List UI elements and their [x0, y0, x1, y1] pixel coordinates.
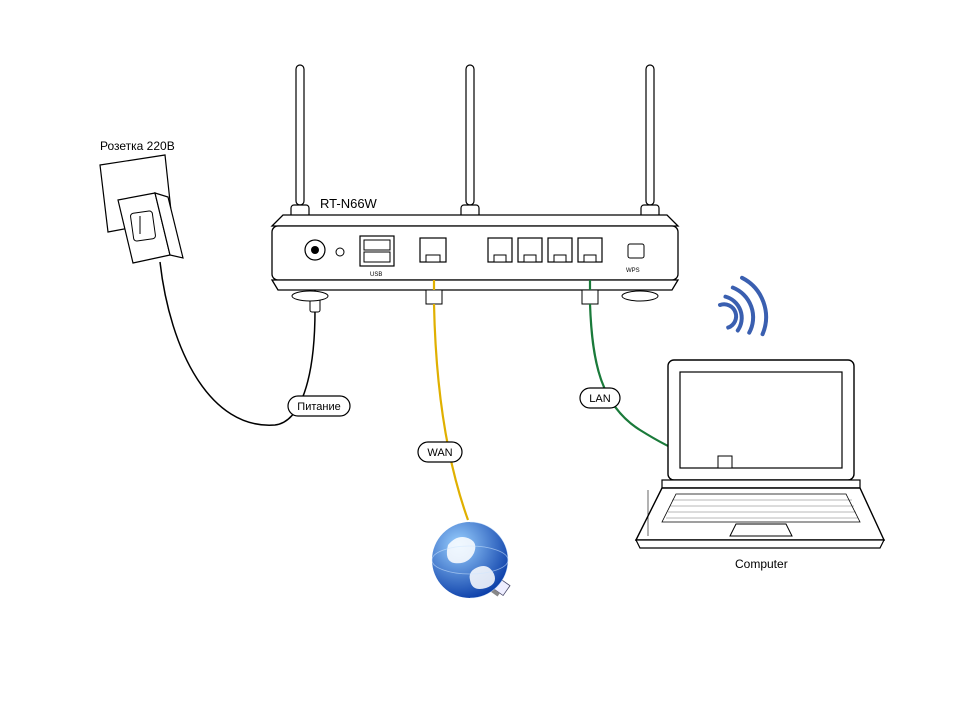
svg-text:LAN: LAN	[589, 393, 610, 405]
lan-plug-icon	[718, 456, 732, 468]
lan-port	[548, 238, 572, 262]
lan-port	[518, 238, 542, 262]
usb-port-label: USB	[370, 272, 382, 278]
router-model-label: RT-N66W	[320, 196, 378, 211]
power-pill-label: Питание	[288, 396, 350, 416]
wall-outlet-icon: Розетка 220В	[100, 139, 183, 263]
outlet-label: Розетка 220В	[100, 139, 175, 153]
antenna-icon	[641, 65, 659, 219]
lan-port	[488, 238, 512, 262]
svg-text:WAN: WAN	[427, 447, 452, 459]
antenna-icon	[291, 65, 309, 219]
globe-icon	[432, 522, 508, 598]
wan-port	[420, 238, 446, 262]
laptop-icon: Computer	[636, 360, 884, 571]
wps-label: WPS	[626, 268, 640, 274]
lan-port	[578, 238, 602, 262]
antenna-icon	[461, 65, 479, 219]
wan-pill-label: WAN	[418, 442, 462, 462]
router-icon: RT-N66W USB WPS	[272, 65, 678, 301]
wifi-icon	[714, 274, 774, 345]
computer-label: Computer	[735, 557, 788, 571]
connection-diagram: Розетка 220В RT-N66W	[0, 0, 960, 720]
svg-text:Питание: Питание	[297, 401, 340, 413]
lan-pill-label: LAN	[580, 388, 620, 408]
